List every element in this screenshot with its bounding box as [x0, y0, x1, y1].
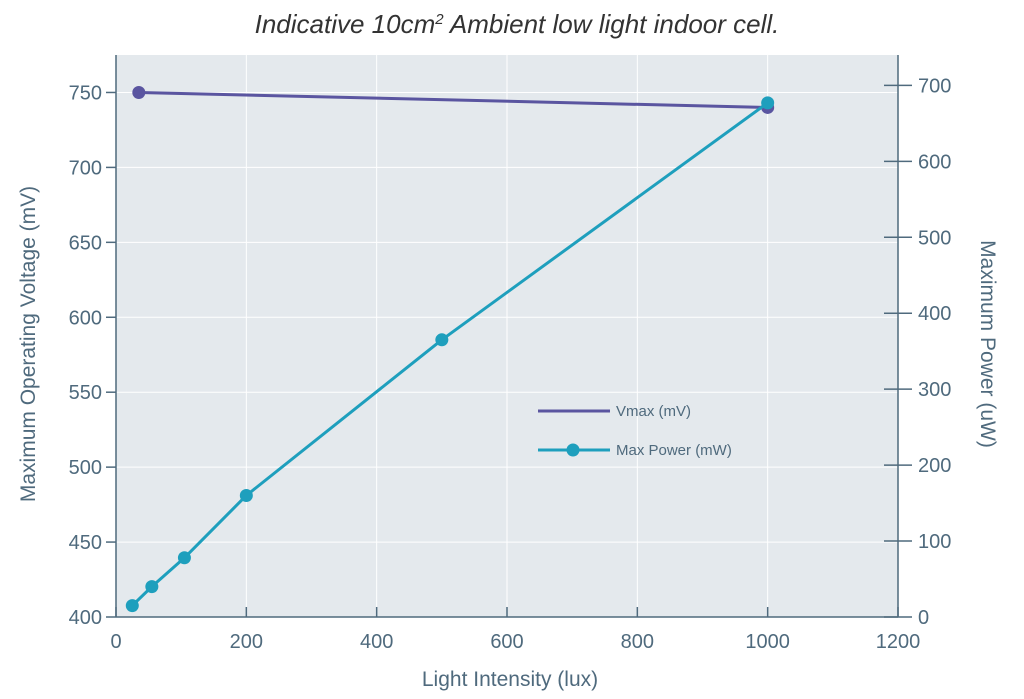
x-tick-label-3: 600: [490, 631, 523, 653]
series-1-point-4: [435, 333, 449, 347]
y-left-tick-label-5: 650: [69, 232, 102, 254]
series-1-point-0: [125, 599, 139, 613]
legend-marker-max-power: [566, 443, 580, 457]
series-1-point-5: [761, 96, 775, 110]
y-left-tick-label-2: 500: [69, 457, 102, 479]
y-right-axis-label: Maximum Power (uW): [976, 240, 999, 448]
series-1-point-3: [239, 488, 253, 502]
legend: Vmax (mV) Max Power (mW): [538, 403, 732, 459]
y-left-axis-label: Maximum Operating Voltage (mV): [17, 186, 40, 502]
legend-label-max-power: Max Power (mW): [616, 442, 732, 459]
x-tick-label-0: 0: [110, 631, 121, 653]
series-1-point-1: [145, 580, 159, 594]
series-1-point-2: [177, 551, 191, 565]
x-tick-label-4: 800: [621, 631, 654, 653]
y-right-tick-label-0: 0: [918, 607, 929, 629]
x-tick-label-6: 1200: [876, 631, 921, 653]
series-0-point-0: [132, 85, 146, 99]
y-right-tick-label-7: 700: [918, 75, 951, 97]
series-0-line: [138, 90, 768, 109]
y-right-tick-label-2: 200: [918, 455, 951, 477]
grid: [116, 55, 898, 617]
y-left-tick-label-3: 550: [69, 382, 102, 404]
y-left-tick-label-4: 600: [69, 307, 102, 329]
x-tick-label-1: 200: [230, 631, 263, 653]
y-right-tick-label-1: 100: [918, 531, 951, 553]
x-axis-ticks: 0 200 400 600 800 1000 1200: [110, 607, 920, 653]
y-left-tick-label-6: 700: [69, 157, 102, 179]
y-left-tick-label-7: 750: [69, 82, 102, 104]
series-1: [125, 96, 775, 613]
x-tick-label-2: 400: [360, 631, 393, 653]
series-layer: [125, 85, 775, 613]
y-left-tick-label-1: 450: [69, 532, 102, 554]
legend-label-vmax: Vmax (mV): [616, 403, 691, 420]
x-axis-label: Light Intensity (lux): [422, 668, 598, 691]
y-right-tick-label-3: 300: [918, 379, 951, 401]
y-right-tick-label-4: 400: [918, 303, 951, 325]
x-tick-label-5: 1000: [745, 631, 790, 653]
y-left-axis-ticks: 400 450 500 550 600 650 700 750: [69, 82, 116, 629]
y-left-tick-label-0: 400: [69, 607, 102, 629]
chart-title: Indicative 10cm2 Ambient low light indoo…: [255, 9, 780, 39]
y-right-tick-label-5: 500: [918, 227, 951, 249]
y-right-tick-label-6: 600: [918, 151, 951, 173]
y-right-axis-ticks: 0 100 200 300 400 500 600 700: [884, 75, 951, 629]
